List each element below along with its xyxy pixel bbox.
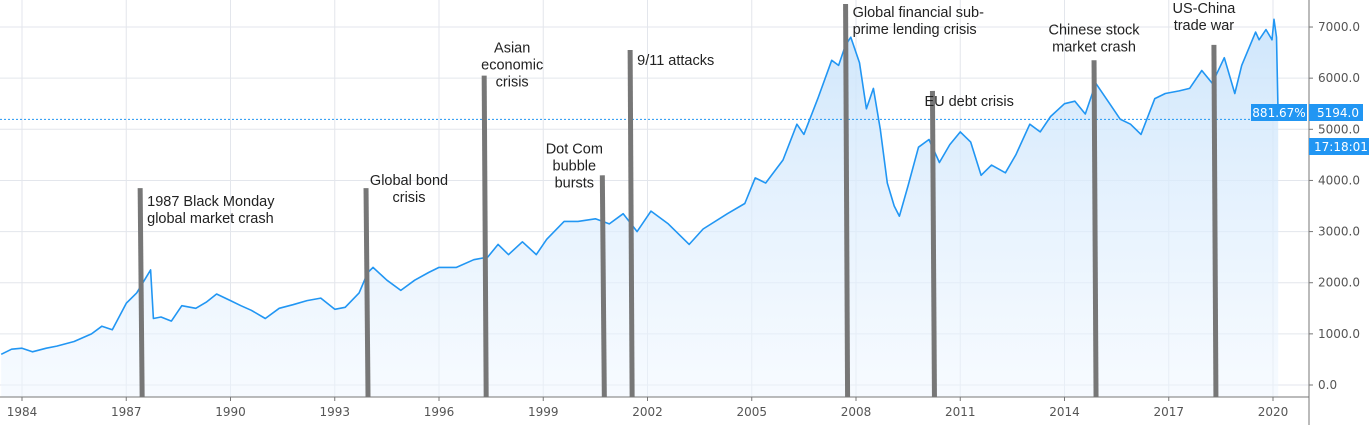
annotation-label: Asian [494, 41, 530, 57]
annotation-label: market crash [1052, 39, 1136, 55]
y-tick-label: 2000.0 [1318, 276, 1360, 290]
change-tag: 881.67% [1251, 104, 1307, 121]
annotation-label: bursts [555, 175, 595, 191]
x-tick-label: 1984 [7, 405, 38, 419]
y-tick-label: 3000.0 [1318, 225, 1360, 239]
annotation-label: 1987 Black Monday [147, 194, 275, 210]
annotation-label: Global financial sub- [853, 5, 985, 21]
annotation-label: prime lending crisis [853, 22, 977, 38]
annotation-label: global market crash [147, 211, 274, 227]
x-tick-label: 2014 [1049, 405, 1080, 419]
x-tick-label: 1993 [319, 405, 350, 419]
x-tick-label: 2008 [841, 405, 872, 419]
x-tick-label: 2002 [632, 405, 663, 419]
annotation-label: crisis [393, 190, 426, 206]
x-tick-label: 2017 [1153, 405, 1184, 419]
annotation: 9/11 attacks [627, 50, 714, 398]
annotation-label: Global bond [370, 173, 448, 189]
price-line [0, 18, 1279, 356]
event-marker-bar [627, 50, 635, 398]
price-tag: 5194.0 17:18:01 [1309, 104, 1369, 155]
event-marker-bar [363, 188, 371, 398]
event-marker-bar [929, 90, 937, 398]
change-percent-label: 881.67% [1252, 106, 1305, 120]
x-tick-label: 1990 [215, 405, 246, 419]
y-tick-label: 6000.0 [1318, 71, 1360, 85]
x-tick-label: 1999 [528, 405, 559, 419]
y-tick-label: 0.0 [1318, 378, 1337, 392]
event-marker-bar [137, 188, 145, 398]
event-marker-bar [481, 75, 489, 398]
annotation-label: crisis [496, 75, 529, 91]
x-tick-label: 1996 [424, 405, 455, 419]
annotation-label: US-China [1172, 1, 1236, 17]
y-tick-label: 5000.0 [1318, 122, 1360, 136]
event-marker-bar [1211, 44, 1219, 398]
annotation: EU debt crisis [924, 90, 1014, 398]
annotation-label: trade war [1174, 18, 1235, 34]
event-marker-bar [1091, 60, 1099, 398]
annotation-label: EU debt crisis [924, 94, 1013, 110]
annotation-label: Chinese stock [1048, 22, 1140, 38]
event-marker-bar [599, 175, 607, 398]
time-label: 17:18:01 [1314, 140, 1368, 154]
y-tick-label: 4000.0 [1318, 173, 1360, 187]
current-price-label: 5194.0 [1317, 106, 1359, 120]
x-tick-label: 1987 [111, 405, 142, 419]
y-tick-label: 1000.0 [1318, 327, 1360, 341]
x-tick-label: 2020 [1258, 405, 1289, 419]
annotation-label: bubble [553, 158, 597, 174]
annotation-label: 9/11 attacks [637, 53, 714, 69]
annotation-label: Dot Com [546, 141, 603, 157]
event-marker-bar [843, 3, 851, 398]
x-tick-label: 2011 [945, 405, 976, 419]
x-tick-label: 2005 [736, 405, 767, 419]
annotation-label: economic [481, 58, 543, 74]
price-area-fill [1, 19, 1279, 398]
annotation: Global financial sub-prime lending crisi… [843, 3, 985, 398]
y-tick-label: 7000.0 [1318, 20, 1360, 34]
